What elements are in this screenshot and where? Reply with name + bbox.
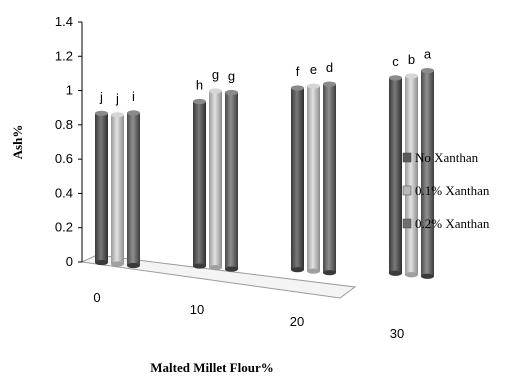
y-tick-label: 0.2 [55,220,73,235]
legend-swatch [402,185,412,196]
bar-top [291,85,304,91]
x-axis-title: Malted Millet Flour% [150,360,273,375]
significance-label: a [424,47,432,62]
x-tick-label: 10 [190,302,204,317]
significance-label: g [228,69,235,84]
bar [291,87,304,270]
bar-top [193,98,206,105]
x-axis-ticks: 0 10 20 30 [93,290,404,341]
y-tick-label: 0.6 [55,151,73,166]
chart-floor [80,254,357,299]
bar [421,70,434,277]
significance-label: g [212,67,219,82]
significance-label: j [99,89,103,104]
significance-label: e [310,62,317,77]
bar-top [209,88,222,94]
bar-bottom [225,266,238,272]
bar-bottom [291,267,304,273]
bar-bottom [127,262,140,269]
significance-label: j [115,91,119,106]
x-tick-label: 30 [390,326,404,341]
legend-swatch [402,218,412,229]
bar-top [95,110,108,116]
legend-label: 0.1% Xanthan [415,183,490,198]
bar-bottom [111,261,124,267]
significance-label: b [408,52,415,67]
legend: No Xanthan 0.1% Xanthan 0.2% Xanthan [402,150,490,231]
legend-label: No Xanthan [415,150,479,165]
bar [405,75,418,275]
y-tick-label: 1 [66,83,73,98]
bar [307,86,320,272]
bar-top [127,110,140,116]
bar-bottom [95,259,108,266]
bar-top [323,81,336,87]
y-axis-title: Ash% [10,125,25,160]
y-tick-label: 1.4 [55,14,73,29]
x-tick-label: 20 [290,314,304,329]
bar-bottom [209,264,222,271]
bar [95,113,108,263]
bar [389,77,402,274]
bar-top [307,83,320,89]
significance-label: d [326,60,333,75]
bar [323,84,336,273]
significance-label: h [196,78,203,93]
bars: j j ihg g f e d c b a [95,47,434,279]
bar [111,114,124,264]
bar-bottom [405,272,418,278]
y-tick-label: 0.8 [55,117,73,132]
bar-bottom [307,268,320,274]
significance-label: c [392,54,399,69]
bar-top [111,112,124,118]
y-tick-label: 1.2 [55,48,73,63]
bar-top [389,75,402,81]
bar-top [421,67,434,74]
y-tick-label: 0.4 [55,185,73,200]
bar-top [405,73,418,79]
bar-bottom [193,263,206,269]
significance-label: f [296,64,300,79]
bar-top [225,89,238,96]
x-tick-label: 0 [93,290,100,305]
bar-bottom [421,273,434,279]
bar-bottom [389,270,402,276]
legend-swatch [402,152,412,163]
bar [209,91,222,268]
y-tick-label: 0 [66,254,73,269]
floor-plane [80,254,357,299]
bar [193,101,206,267]
significance-label: i [132,89,135,104]
bar-bottom [323,270,336,276]
legend-label: 0.2% Xanthan [415,216,490,231]
y-axis-ticks: 0 0.2 0.4 0.6 0.8 1 1.2 1.4 [55,14,82,269]
bar [225,92,238,270]
bar [127,112,140,266]
